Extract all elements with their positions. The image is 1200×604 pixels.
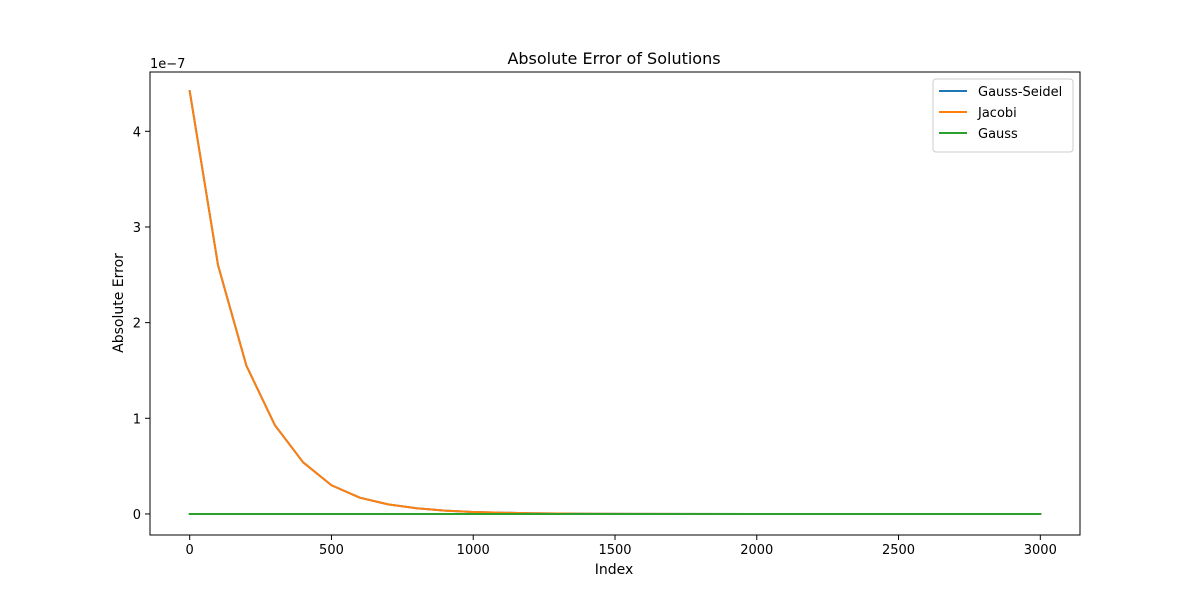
x-tick-label: 500: [319, 543, 344, 558]
x-axis: 0 500 1000 1500 2000 2500 3000: [186, 535, 1057, 558]
x-tick-label: 2000: [740, 543, 773, 558]
y-axis: 0 1 2 3 4: [133, 125, 150, 523]
x-tick-label: 2500: [882, 543, 915, 558]
x-axis-label: Index: [595, 562, 634, 578]
x-tick-label: 1000: [457, 543, 490, 558]
y-axis-label: Absolute Error: [111, 253, 127, 353]
x-tick-label: 0: [186, 543, 194, 558]
y-tick-label: 2: [133, 317, 141, 332]
y-tick-label: 1: [133, 412, 141, 427]
legend-box: [932, 78, 1074, 153]
legend-label-jacobi: Jacobi: [977, 106, 1017, 121]
legend: Gauss-Seidel Jacobi Gauss: [932, 78, 1074, 153]
y-tick-label: 3: [133, 221, 141, 236]
y-tick-label: 0: [133, 508, 141, 523]
y-axis-offset-label: 1e−7: [150, 57, 185, 72]
legend-label-gauss: Gauss: [978, 127, 1018, 142]
x-tick-label: 1500: [598, 543, 631, 558]
chart-title: Absolute Error of Solutions: [507, 49, 720, 68]
legend-label-gauss-seidel: Gauss-Seidel: [978, 85, 1062, 100]
x-tick-label: 3000: [1024, 543, 1057, 558]
y-tick-label: 4: [133, 125, 141, 140]
plot-area: [188, 89, 1042, 515]
